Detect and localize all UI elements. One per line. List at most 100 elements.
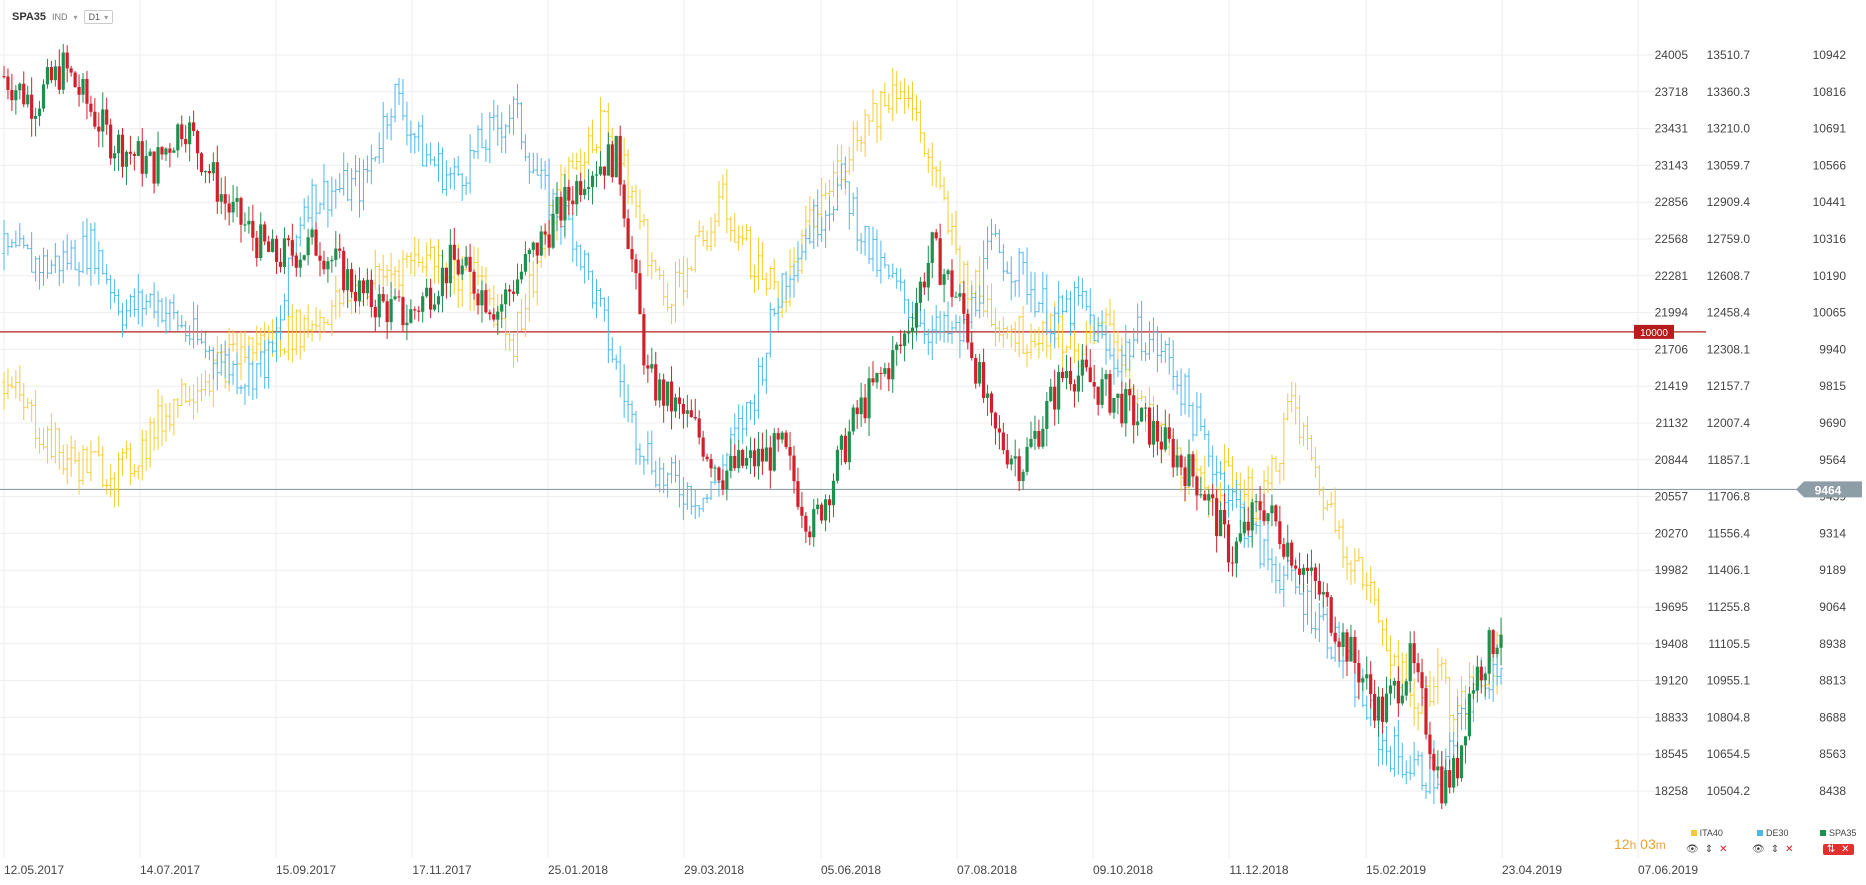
spa35-candle [697, 418, 701, 438]
ita40-bar [578, 148, 583, 176]
spa35-candle [1167, 427, 1171, 439]
de30-bar [989, 218, 994, 251]
de30-bar [1384, 726, 1389, 766]
ita40-bar [77, 451, 81, 495]
spa35-candle [85, 78, 89, 104]
ita40-bar [306, 304, 310, 339]
de30-bar [811, 199, 816, 250]
spa35-candle [1463, 736, 1468, 746]
time-axis: 12.05.2017 14.07.2017 15.09.2017 17.11.2017… [4, 863, 1698, 877]
de30-bar [1183, 373, 1187, 415]
ita40-bar [298, 308, 303, 360]
spa35-candle [511, 291, 516, 294]
ita40-bar [507, 330, 512, 352]
spa35-candle [899, 344, 903, 346]
de30-bar [709, 481, 713, 501]
de30-bar [1175, 370, 1179, 395]
de30-bar [1210, 445, 1215, 486]
chevron-down-icon[interactable]: ▾ [73, 12, 78, 22]
de30-bar [574, 241, 579, 267]
spa35-candle [693, 416, 697, 419]
ita40-bar [381, 254, 385, 289]
de30-bar [681, 477, 686, 521]
spa35-candle [626, 218, 630, 249]
de30-bar [942, 311, 946, 343]
indicator-label[interactable]: IND [52, 12, 68, 22]
y-tick-label: 23143 [1655, 158, 1689, 172]
spa35-candle [484, 290, 488, 313]
ita40-bar [1392, 653, 1397, 666]
spa35-candle [1373, 694, 1377, 721]
ita40-bar [61, 444, 66, 475]
spa35-candle [602, 166, 606, 176]
ita40-bar [1285, 393, 1290, 421]
de30-bar [1056, 281, 1061, 324]
spa35-candle [1104, 374, 1108, 380]
spa35-candle [243, 224, 247, 226]
de30-bar [934, 304, 938, 345]
spa35-candle [1459, 745, 1464, 779]
y-tick-label: 22856 [1655, 195, 1689, 209]
de30-bar [385, 113, 389, 140]
ita40-bar [646, 219, 650, 277]
spa35-candle [397, 296, 401, 298]
spa35-candle [1270, 505, 1274, 514]
reorder-icon[interactable]: ⇕ [1704, 844, 1714, 855]
spa35-candle [338, 248, 342, 251]
spa35-candle [879, 373, 883, 375]
spa35-candle [1483, 673, 1487, 681]
spa35-candle [227, 203, 231, 213]
close-icon[interactable]: ✕ [1719, 844, 1728, 855]
series-settings-button[interactable]: ⇅ ✕ [1822, 844, 1854, 855]
ita40-bar [45, 426, 50, 464]
y-tick-label: 19695 [1655, 600, 1689, 614]
de30-bar [1131, 328, 1136, 359]
x-tick-label: 09.10.2018 [1093, 863, 1153, 877]
spa35-candle [1033, 430, 1037, 439]
ita40-bar [515, 311, 520, 363]
spa35-candle [756, 448, 761, 467]
spa35-candle [594, 174, 599, 176]
spa35-candle [1333, 632, 1337, 642]
close-icon[interactable]: ✕ [1785, 844, 1794, 855]
y-tick-label: 21132 [1656, 416, 1689, 430]
ita40-bar [958, 245, 962, 286]
ita40-bar [176, 397, 180, 418]
spa35-candle [1147, 407, 1152, 445]
de30-bar [871, 226, 875, 272]
ita40-bar [894, 70, 899, 114]
ita40-bar [294, 309, 299, 355]
spa35-candle [1286, 542, 1290, 557]
spa35-candle [409, 309, 413, 323]
eye-icon[interactable]: 👁 [1752, 844, 1765, 855]
de30-bar [21, 235, 26, 249]
de30-bar [393, 83, 397, 123]
eye-icon[interactable]: 👁 [1686, 844, 1699, 855]
de30-bar [65, 234, 69, 271]
ita40-bar [53, 422, 58, 464]
spa35-candle [733, 455, 737, 469]
ita40-bar [183, 383, 188, 404]
timeframe-select[interactable]: D1 ▾ [83, 10, 114, 24]
de30-bar [614, 354, 619, 370]
spa35-candle [405, 322, 409, 326]
y-tick-label: 12458.4 [1707, 306, 1751, 320]
ita40-bar [1329, 491, 1333, 508]
de30-bar [223, 340, 227, 379]
spa35-candle [843, 435, 847, 463]
de30-bar [586, 252, 591, 281]
ita40-bar [701, 225, 705, 247]
spa35-candle [1282, 544, 1286, 557]
spa35-candle [918, 281, 922, 303]
ita40-bar [128, 442, 133, 486]
symbol-label[interactable]: SPA35 [12, 11, 47, 23]
ita40-bar [409, 252, 413, 275]
de30-bar [29, 231, 34, 273]
ita40-bar [519, 298, 524, 331]
spa35-candle [997, 428, 1001, 433]
spa35-candle [1219, 509, 1223, 537]
reorder-icon[interactable]: ⇕ [1770, 844, 1780, 855]
de30-bar [1064, 289, 1069, 313]
spa35-candle [1183, 467, 1187, 487]
